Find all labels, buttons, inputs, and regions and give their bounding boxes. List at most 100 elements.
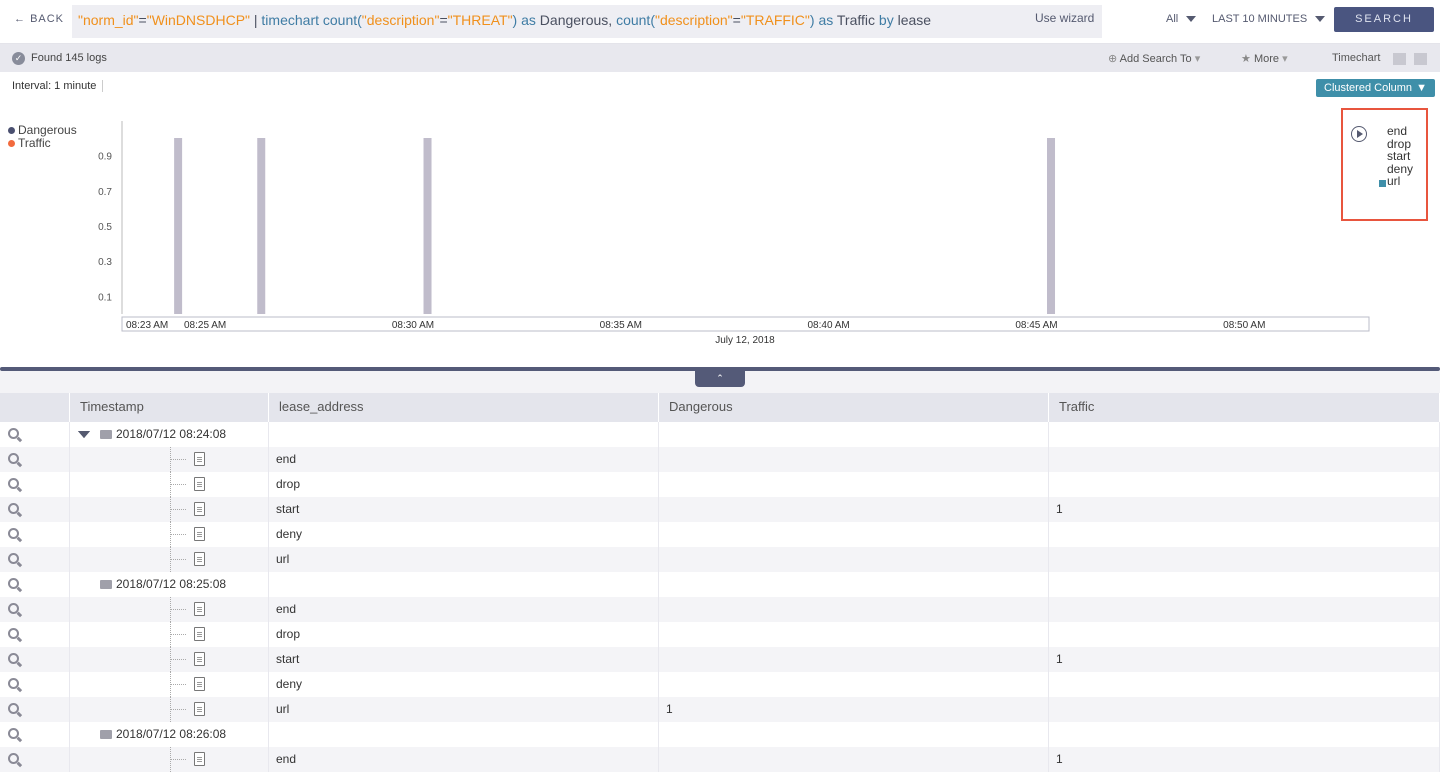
- table-row[interactable]: url 1: [0, 697, 1440, 722]
- table-group-row[interactable]: 2018/07/12 08:26:08: [0, 431, 1440, 747]
- query-token: "norm_id": [78, 12, 139, 28]
- search-icon[interactable]: [8, 478, 19, 489]
- query-token: =: [439, 12, 448, 28]
- cell-timestamp: 2018/07/12 08:25:08: [70, 572, 269, 597]
- header-dangerous[interactable]: Dangerous: [659, 393, 1049, 422]
- table-row[interactable]: drop: [0, 472, 1440, 497]
- lease-address-value: start: [276, 502, 300, 516]
- search-icon[interactable]: [8, 728, 19, 739]
- search-icon[interactable]: [8, 553, 19, 564]
- x-tick-label: 08:30 AM: [392, 320, 434, 331]
- dangerous-value: [659, 677, 666, 691]
- cell-traffic: [1049, 522, 1440, 547]
- search-icon[interactable]: [8, 528, 19, 539]
- time-range-select[interactable]: LAST 10 MINUTES: [1212, 13, 1326, 25]
- series-item[interactable]: end: [1387, 124, 1408, 138]
- table-group-row[interactable]: 2018/07/12 08:24:08: [0, 422, 1440, 447]
- cell-tree: [70, 597, 269, 622]
- use-wizard-button[interactable]: Use wizard: [1035, 5, 1102, 38]
- table-row[interactable]: drop: [0, 622, 1440, 647]
- search-icon[interactable]: [8, 578, 19, 589]
- more-menu[interactable]: ★ More ▾: [1241, 53, 1288, 65]
- play-icon[interactable]: [1351, 126, 1367, 142]
- pane-divider[interactable]: [0, 367, 1440, 371]
- header-timestamp[interactable]: Timestamp: [70, 393, 269, 422]
- legend-dot-icon: [8, 127, 15, 134]
- expand-triangle-icon[interactable]: [78, 431, 90, 438]
- cell-traffic: 1: [1049, 647, 1440, 672]
- collapse-handle[interactable]: ⌃: [695, 370, 745, 387]
- y-tick-label: 0.3: [98, 257, 112, 268]
- y-tick-label: 0.9: [98, 152, 112, 163]
- search-icon[interactable]: [8, 428, 19, 439]
- add-search-to-menu[interactable]: ⊕ Add Search To ▾: [1108, 53, 1201, 65]
- cell-traffic: [1049, 447, 1440, 472]
- repo-select[interactable]: All: [1166, 13, 1197, 25]
- lease-address-value: end: [276, 752, 297, 766]
- table-group-row[interactable]: 2018/07/12 08:25:08: [0, 431, 1440, 597]
- cell-actions: [0, 747, 70, 772]
- series-item[interactable]: url: [1387, 174, 1401, 189]
- query-token: ): [809, 12, 819, 28]
- full-view-icon[interactable]: [1414, 53, 1427, 65]
- x-tick-label: 08:45 AM: [1015, 320, 1057, 331]
- legend-item-dangerous[interactable]: Dangerous: [8, 124, 77, 137]
- query-token: by: [878, 12, 894, 28]
- chart-type-select[interactable]: Clustered Column ▼: [1316, 79, 1435, 97]
- cell-dangerous: [659, 472, 1049, 497]
- cell-traffic: 1: [1049, 497, 1440, 522]
- legend-item-traffic[interactable]: Traffic: [8, 137, 77, 150]
- table-row[interactable]: end: [0, 447, 1440, 472]
- cell-actions: [0, 697, 70, 722]
- tree-line: [170, 559, 186, 560]
- search-icon[interactable]: [8, 603, 19, 614]
- split-view-icon[interactable]: [1393, 53, 1406, 65]
- timechart-view-label: Timechart: [1332, 52, 1381, 64]
- x-axis-label: July 12, 2018: [715, 335, 775, 346]
- cell-actions: [0, 522, 70, 547]
- dangerous-value: [659, 627, 666, 641]
- x-tick-label: 08:23 AM: [126, 320, 168, 331]
- cell-tree: [70, 747, 269, 772]
- table-row[interactable]: end: [0, 597, 1440, 622]
- table-row[interactable]: start 1: [0, 647, 1440, 672]
- cell-actions: [0, 497, 70, 522]
- traffic-value: [1049, 602, 1056, 616]
- table-row[interactable]: start 1: [0, 497, 1440, 522]
- search-icon[interactable]: [8, 703, 19, 714]
- header-lease-address[interactable]: lease_address: [269, 393, 659, 422]
- cell-actions: [0, 447, 70, 472]
- back-button[interactable]: ← BACK: [14, 13, 65, 25]
- cell-tree: [70, 647, 269, 672]
- search-icon[interactable]: [8, 653, 19, 664]
- series-item[interactable]: deny: [1387, 161, 1414, 176]
- query-input[interactable]: "norm_id"="WinDNSDHCP" | timechart count…: [72, 5, 1102, 38]
- search-icon[interactable]: [8, 628, 19, 639]
- table-row[interactable]: url: [0, 547, 1440, 572]
- caret-down-icon: [1186, 16, 1197, 23]
- document-icon: [194, 527, 205, 541]
- search-button[interactable]: SEARCH: [1334, 7, 1434, 32]
- caret-down-icon: ▾: [1194, 53, 1201, 65]
- document-icon: [194, 452, 205, 466]
- series-item[interactable]: start: [1387, 149, 1411, 164]
- table-row[interactable]: deny: [0, 672, 1440, 697]
- caret-down-icon: ▾: [1282, 53, 1288, 65]
- search-icon[interactable]: [8, 503, 19, 514]
- dangerous-value: [659, 752, 666, 766]
- table-row[interactable]: deny: [0, 522, 1440, 547]
- traffic-value: [1049, 452, 1056, 466]
- series-item[interactable]: drop: [1387, 136, 1412, 151]
- cell-empty: [1049, 572, 1440, 597]
- table-row[interactable]: end 1: [0, 747, 1440, 772]
- lease-address-value: deny: [276, 527, 303, 541]
- header-traffic[interactable]: Traffic: [1049, 393, 1440, 422]
- cell-dangerous: [659, 622, 1049, 647]
- search-icon[interactable]: [8, 753, 19, 764]
- tree-line: [170, 509, 186, 510]
- traffic-value: [1049, 677, 1056, 691]
- search-icon[interactable]: [8, 678, 19, 689]
- search-icon[interactable]: [8, 453, 19, 464]
- cell-lease-address: end: [269, 747, 659, 772]
- folder-icon: [100, 580, 112, 589]
